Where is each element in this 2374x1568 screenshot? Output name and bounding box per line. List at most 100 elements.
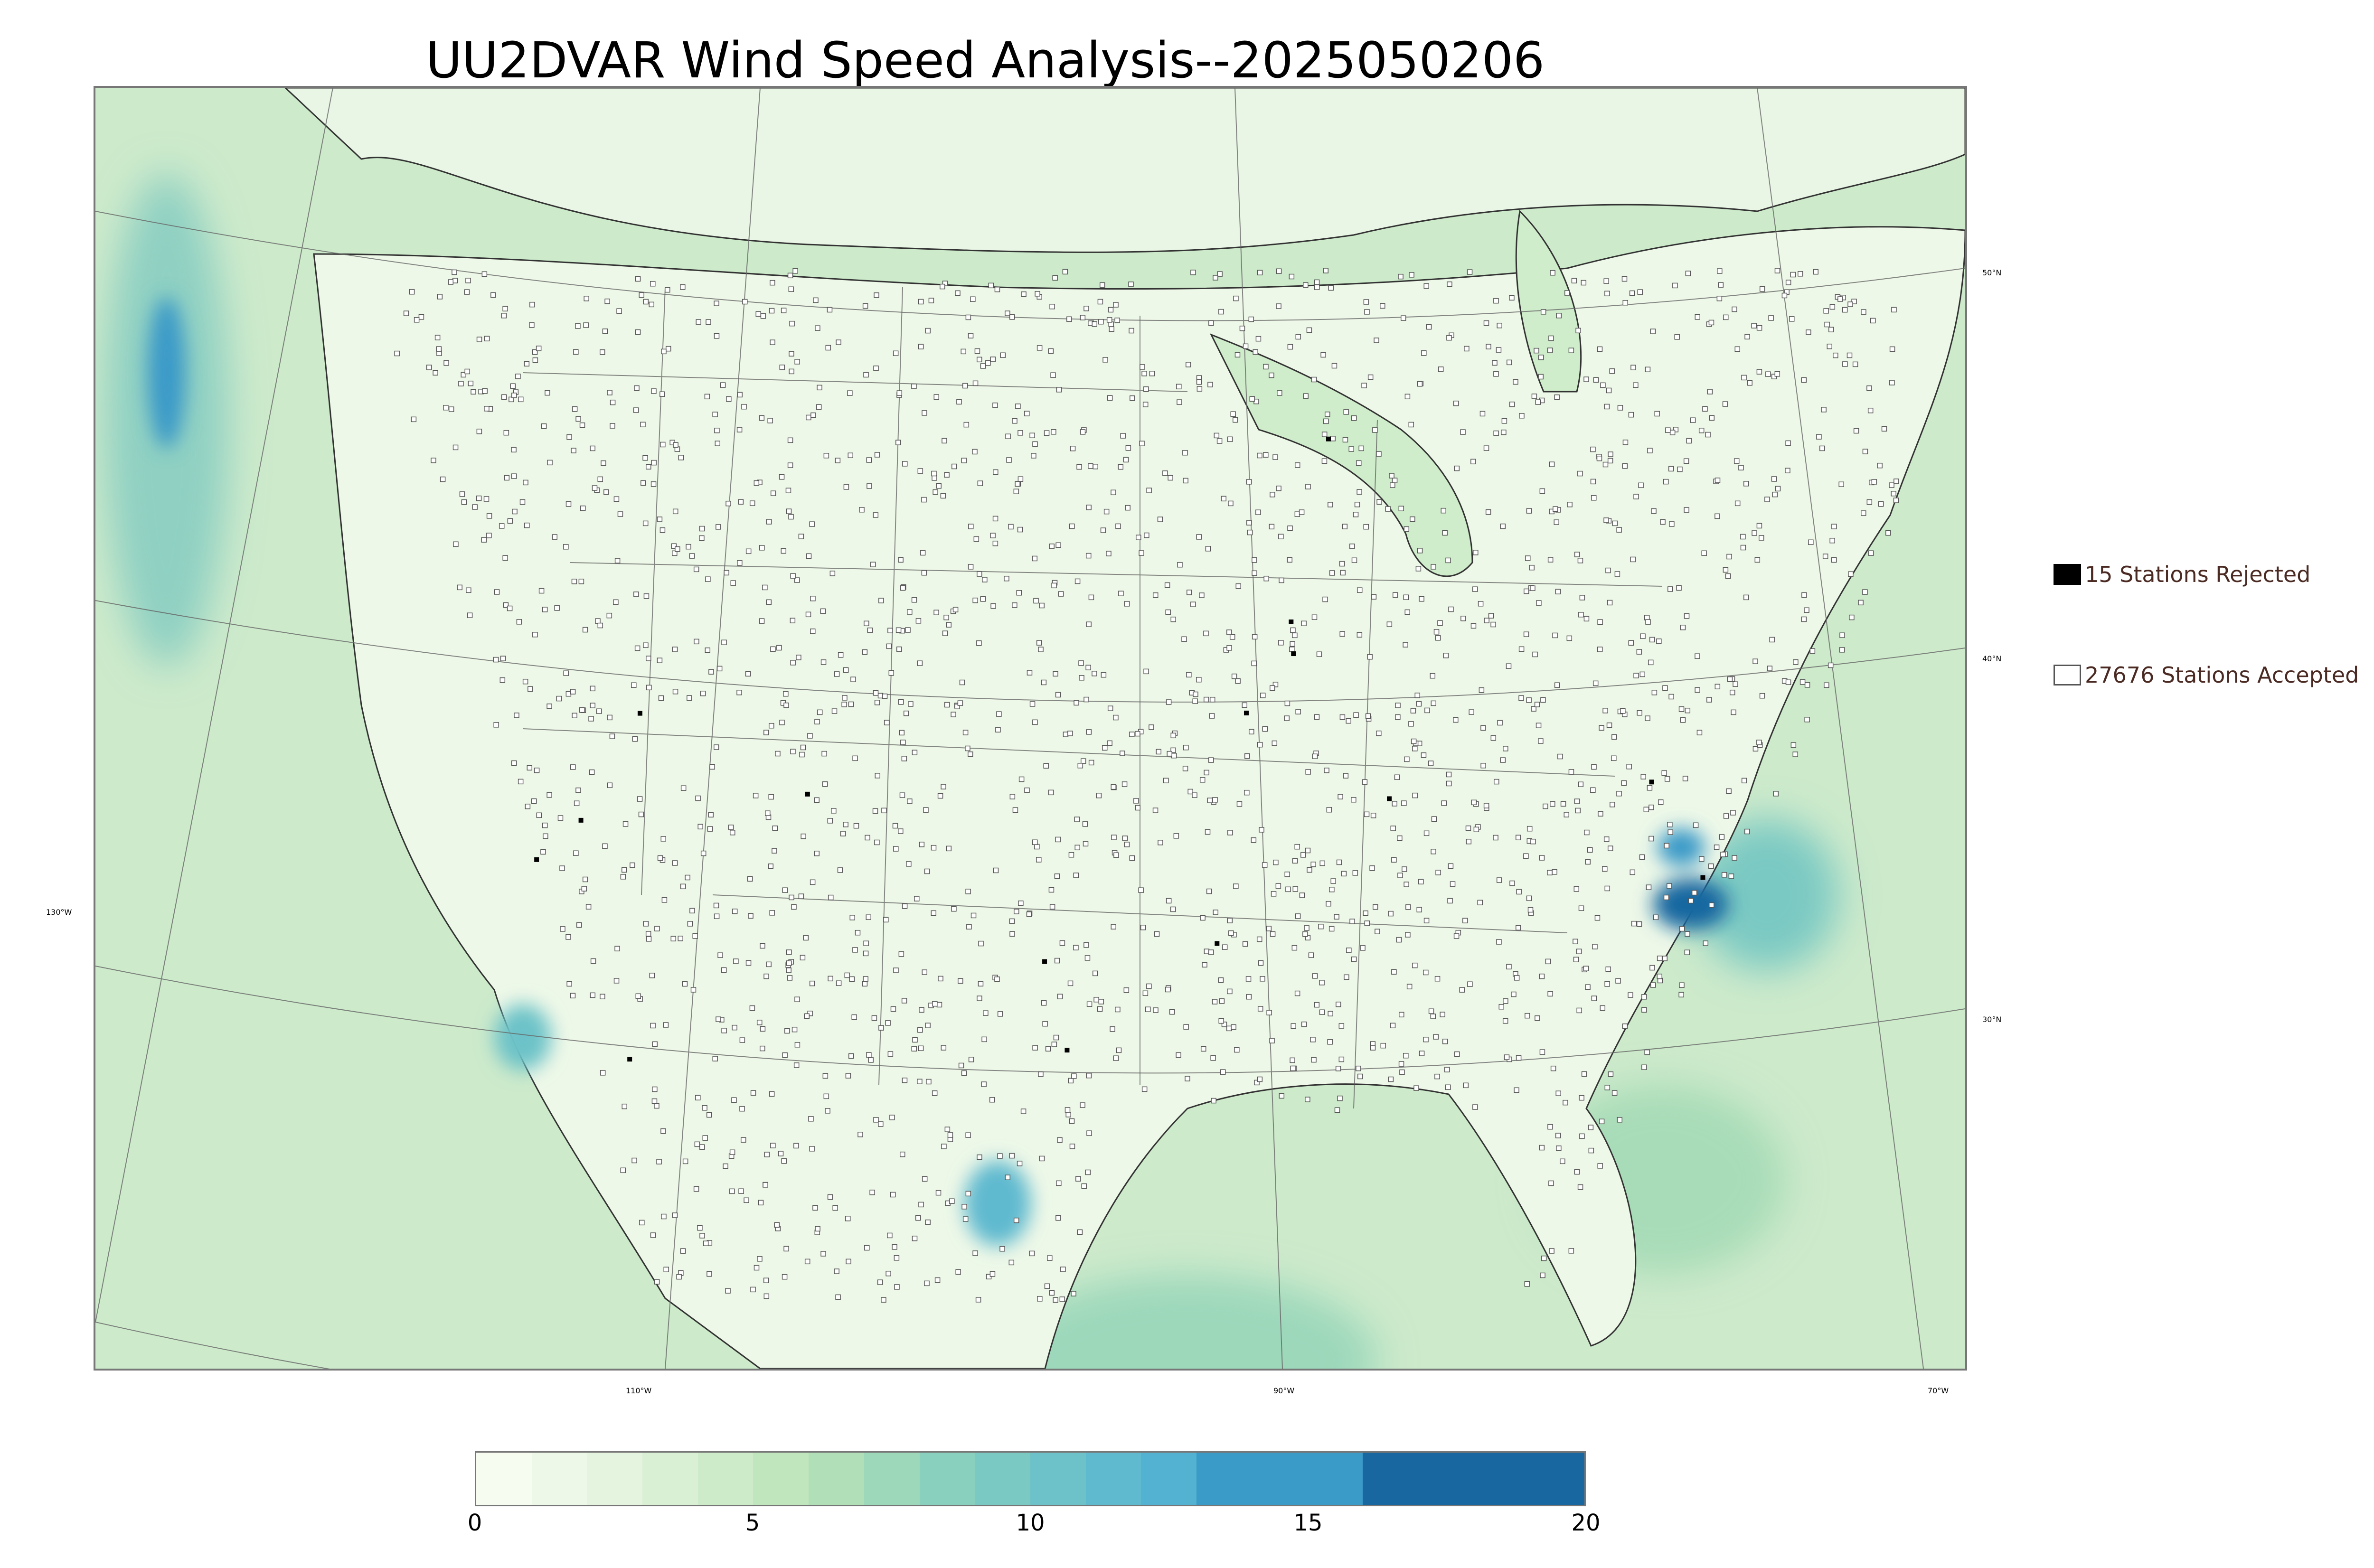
accepted-station-marker <box>915 618 922 624</box>
accepted-station-marker <box>1881 426 1887 432</box>
accepted-station-marker <box>1861 309 1866 315</box>
accepted-station-marker <box>1823 308 1829 314</box>
accepted-station-marker <box>1024 787 1030 793</box>
accepted-station-marker <box>788 286 794 292</box>
accepted-station-marker <box>862 303 868 309</box>
accepted-station-marker <box>518 396 524 403</box>
accepted-station-marker <box>1445 557 1451 563</box>
accepted-station-marker <box>1708 863 1714 869</box>
accepted-station-marker <box>1176 1052 1181 1058</box>
accepted-station-marker <box>810 595 816 601</box>
accepted-station-marker <box>968 524 974 529</box>
accepted-station-marker <box>882 693 888 699</box>
accepted-station-marker <box>1074 845 1080 851</box>
accepted-station-marker <box>784 1028 790 1034</box>
accepted-station-marker <box>659 391 665 397</box>
accepted-station-marker <box>896 646 902 652</box>
accepted-station-marker <box>849 915 856 920</box>
accepted-station-marker <box>1885 530 1891 536</box>
accepted-station-marker <box>1054 873 1060 879</box>
accepted-station-marker <box>579 422 585 428</box>
accepted-station-marker <box>532 349 538 355</box>
accepted-station-marker <box>977 1154 982 1160</box>
accepted-station-marker <box>1577 470 1583 477</box>
accepted-station-marker <box>714 333 720 339</box>
accepted-station-marker <box>1492 360 1498 366</box>
accepted-station-marker <box>1673 427 1679 432</box>
accepted-station-marker <box>898 951 904 957</box>
accepted-station-marker <box>1186 362 1191 367</box>
accepted-station-marker <box>1574 552 1580 557</box>
accepted-station-marker <box>1075 1176 1081 1182</box>
accepted-station-marker <box>872 808 878 814</box>
accepted-station-marker <box>604 298 610 304</box>
accepted-station-marker <box>908 701 914 707</box>
accepted-station-marker <box>1289 647 1295 652</box>
accepted-station-marker <box>610 399 616 405</box>
accepted-station-marker <box>1831 524 1837 529</box>
accepted-station-marker <box>560 926 565 932</box>
accepted-station-marker <box>1290 1057 1295 1063</box>
accepted-station-marker <box>853 823 859 829</box>
accepted-station-marker <box>1409 272 1414 278</box>
rejected-station-marker <box>1291 651 1296 657</box>
accepted-station-marker <box>1017 1161 1023 1166</box>
accepted-station-marker <box>1501 418 1507 424</box>
accepted-station-marker <box>1193 691 1198 697</box>
accepted-station-marker <box>1556 1145 1562 1151</box>
accepted-station-marker <box>1260 976 1265 982</box>
accepted-station-marker <box>1209 713 1215 719</box>
accepted-station-marker <box>672 647 678 652</box>
accepted-station-marker <box>1604 981 1610 987</box>
accepted-station-marker <box>1434 976 1441 982</box>
accepted-station-marker <box>433 370 438 376</box>
accepted-station-marker <box>977 995 982 1001</box>
accepted-station-marker <box>1113 302 1119 308</box>
rejected-station-marker <box>1215 941 1220 946</box>
accepted-station-marker <box>873 512 879 518</box>
accepted-station-marker <box>1630 556 1636 563</box>
accepted-station-marker <box>1342 524 1348 529</box>
accepted-station-marker <box>1271 891 1277 897</box>
accepted-station-marker <box>877 1279 883 1285</box>
accepted-station-marker <box>1606 722 1612 728</box>
accepted-station-marker <box>459 491 465 497</box>
accepted-station-marker <box>1080 315 1086 320</box>
accepted-station-marker <box>1032 441 1038 447</box>
accepted-station-marker <box>640 422 646 428</box>
accepted-station-marker <box>1513 379 1518 385</box>
accepted-station-marker <box>794 1042 801 1048</box>
accepted-station-marker <box>693 566 699 573</box>
accepted-station-marker <box>1205 829 1211 835</box>
accepted-station-marker <box>955 290 961 296</box>
accepted-station-marker <box>1839 632 1845 638</box>
accepted-station-marker <box>543 833 548 839</box>
accepted-station-marker <box>1554 519 1559 525</box>
accepted-station-marker <box>768 794 774 800</box>
accepted-station-marker <box>738 1188 744 1194</box>
accepted-station-marker <box>1233 295 1239 301</box>
accepted-station-marker <box>596 708 602 714</box>
wind-speed-map[interactable] <box>94 86 1967 1371</box>
accepted-station-marker <box>1371 594 1377 600</box>
accepted-station-marker <box>1532 651 1538 657</box>
accepted-station-marker <box>1209 696 1215 703</box>
accepted-station-marker <box>1698 428 1705 433</box>
accepted-station-marker <box>1412 746 1418 751</box>
accepted-station-marker <box>1231 673 1237 679</box>
accepted-station-marker <box>875 773 880 779</box>
accepted-station-marker <box>1005 433 1011 439</box>
accepted-station-marker <box>770 1143 776 1148</box>
accepted-station-marker <box>1311 614 1318 620</box>
accepted-station-marker <box>783 1246 789 1252</box>
accepted-station-marker <box>1842 361 1848 367</box>
accepted-station-marker <box>1507 359 1512 366</box>
accepted-station-marker <box>1098 999 1104 1005</box>
accepted-station-marker <box>1093 464 1098 469</box>
accepted-station-marker <box>1641 1007 1647 1013</box>
accepted-station-marker <box>918 1202 924 1208</box>
accepted-station-marker <box>952 607 959 612</box>
accepted-station-marker <box>576 922 582 928</box>
accepted-station-marker <box>518 779 524 785</box>
accepted-station-marker <box>962 1216 969 1222</box>
